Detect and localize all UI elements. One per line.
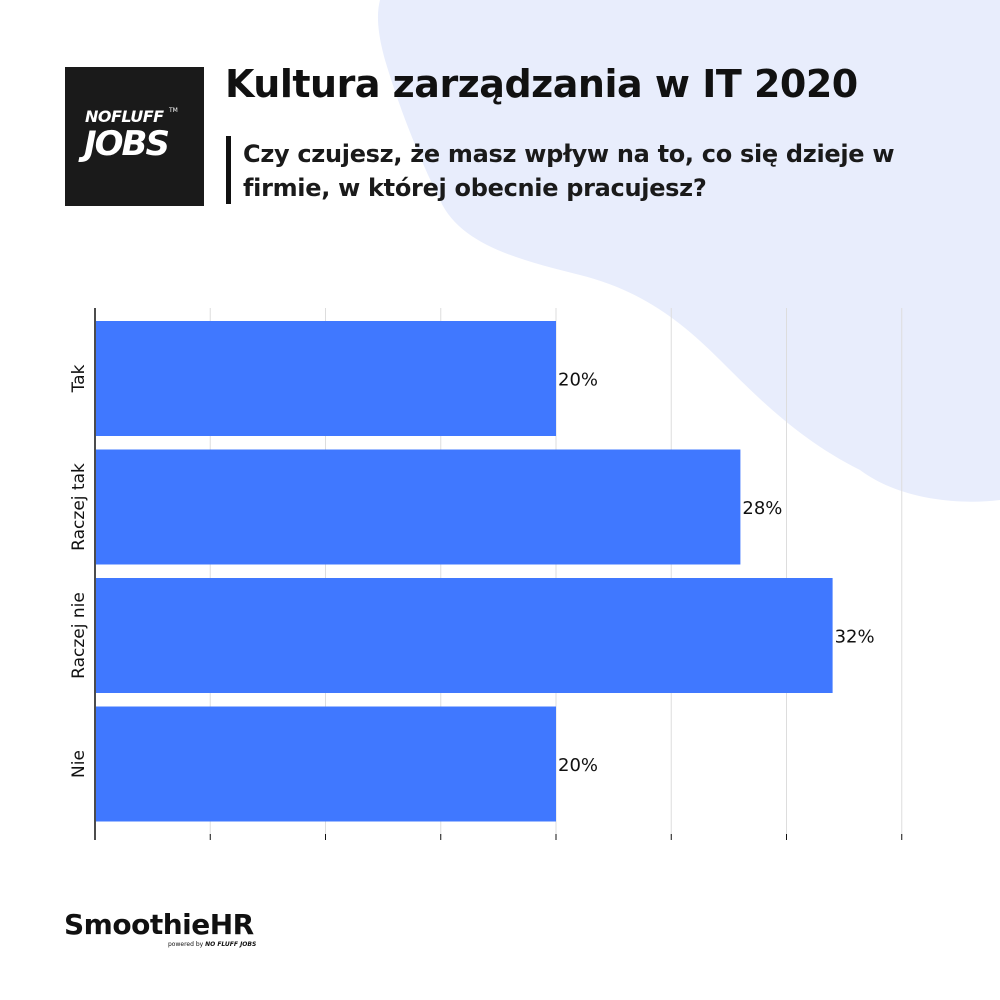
background-blob-shape: [377, 0, 1000, 502]
smoothiehr-logo: SmoothieHR: [64, 908, 254, 941]
bar: [96, 449, 741, 565]
bar: [96, 578, 833, 693]
logo-trademark: TM: [169, 107, 178, 114]
subtitle-accent-bar: [226, 136, 231, 204]
powered-by-label: powered by: [168, 941, 204, 948]
category-label: Raczej nie: [69, 592, 89, 679]
page-subtitle: Czy czujesz, że masz wpływ na to, co się…: [243, 140, 895, 202]
nofluffjobs-logo: NOFLUFF TM JOBS: [65, 67, 204, 206]
bar: [96, 706, 556, 822]
powered-by-text: powered by NO FLUFF JOBS: [168, 941, 256, 948]
category-label: Raczej tak: [69, 463, 89, 551]
logo-text-bottom: JOBS: [84, 124, 170, 164]
data-label: 20%: [558, 755, 598, 776]
data-label: 20%: [558, 370, 598, 391]
data-label: 32%: [835, 627, 875, 648]
page-title: Kultura zarządzania w IT 2020: [225, 62, 858, 106]
bar: [96, 321, 556, 436]
powered-by-brand: NO FLUFF JOBS: [205, 941, 257, 948]
data-label: 28%: [742, 498, 782, 519]
logo-text-top: NOFLUFF: [85, 107, 164, 126]
category-label: Nie: [69, 750, 89, 778]
category-label: Tak: [69, 364, 89, 393]
